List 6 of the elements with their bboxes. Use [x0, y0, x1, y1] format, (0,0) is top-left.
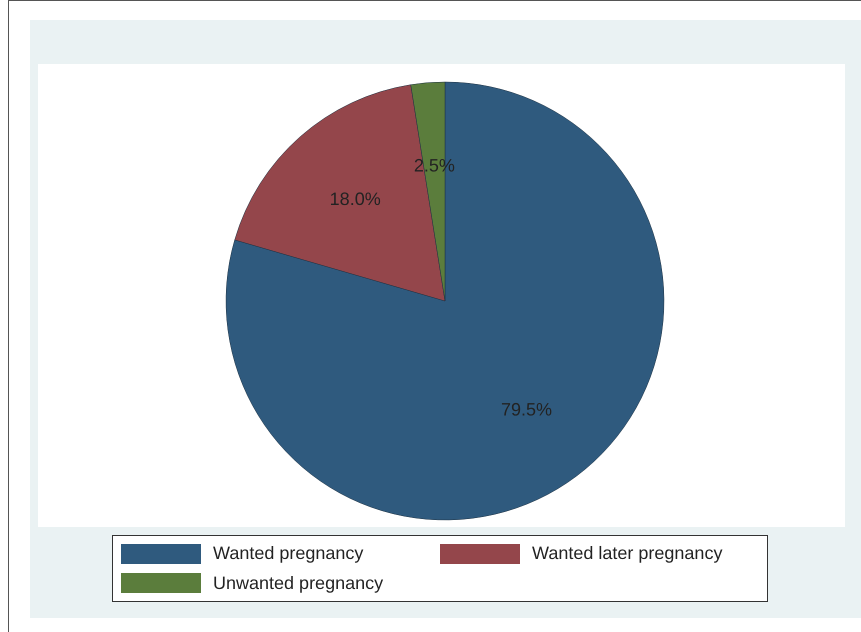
legend-label: Wanted pregnancy	[213, 543, 364, 564]
legend-label: Wanted later pregnancy	[532, 543, 722, 564]
data-label: 18.0%	[330, 189, 381, 210]
legend-label: Unwanted pregnancy	[213, 572, 384, 594]
data-label: 79.5%	[501, 400, 552, 420]
pie-slice	[226, 82, 664, 520]
